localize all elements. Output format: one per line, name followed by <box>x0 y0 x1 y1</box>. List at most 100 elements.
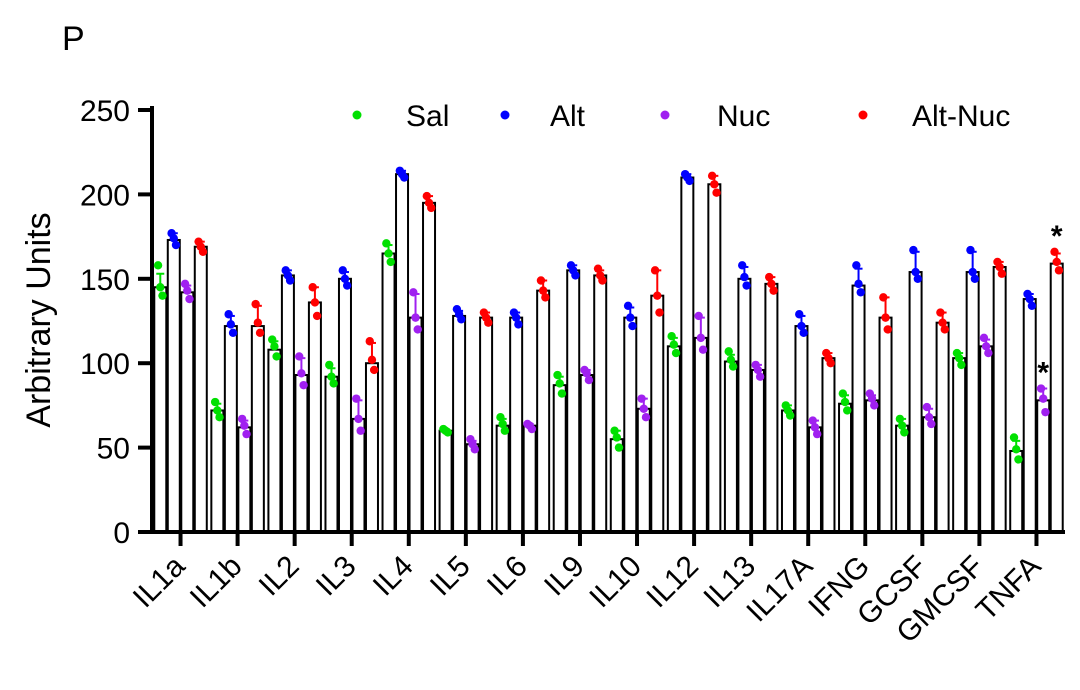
bar-alt-nuc-il10 <box>650 294 665 533</box>
data-point <box>511 313 521 322</box>
significance-marker: * <box>1037 357 1049 390</box>
bar-nuc-il5 <box>465 443 480 533</box>
data-point <box>365 337 374 346</box>
data-point <box>979 333 989 343</box>
data-point <box>911 267 920 277</box>
data-point <box>957 360 966 370</box>
data-point <box>500 426 510 435</box>
data-point <box>671 348 681 358</box>
data-point <box>997 269 1007 278</box>
x-tick-label: IL17A <box>740 550 819 629</box>
bar-nuc-tnfa <box>1036 399 1051 533</box>
data-point <box>443 428 452 437</box>
bar-sal-il10 <box>609 438 624 533</box>
data-point <box>183 286 192 295</box>
data-point <box>852 261 861 270</box>
bar-nuc-il3 <box>351 417 366 533</box>
data-point <box>354 414 363 424</box>
data-point <box>242 429 251 439</box>
data-point <box>312 311 322 321</box>
data-point <box>667 331 676 341</box>
data-point <box>856 288 865 297</box>
bar-sal-il5 <box>438 429 453 533</box>
data-point <box>610 426 619 435</box>
data-point <box>753 365 763 375</box>
data-point <box>325 360 334 370</box>
bar-alt-il5 <box>452 314 467 533</box>
data-point <box>171 240 181 250</box>
data-point <box>514 320 523 329</box>
data-point <box>728 362 738 371</box>
legend-marker-sal <box>352 110 362 120</box>
data-point <box>369 365 379 375</box>
x-tick-label: IL9 <box>538 550 591 603</box>
data-point <box>427 203 436 213</box>
legend-marker-alt <box>500 110 510 120</box>
bar-alt-nuc-il3 <box>364 362 379 534</box>
data-point <box>1039 394 1048 403</box>
data-point <box>352 394 361 403</box>
data-point <box>765 272 774 282</box>
data-point <box>557 389 567 398</box>
data-point <box>707 171 717 181</box>
data-point <box>1012 445 1021 454</box>
bar-alt-nuc-ifng <box>878 316 893 533</box>
data-point <box>457 315 466 324</box>
data-point <box>308 283 317 292</box>
bar-nuc-ifng <box>865 399 880 533</box>
data-point <box>712 188 721 197</box>
data-point <box>156 283 165 292</box>
y-axis: 0 50 100 150 200 250 <box>80 95 154 550</box>
data-point <box>228 328 238 338</box>
data-point <box>755 372 765 381</box>
data-point <box>251 299 260 309</box>
data-point <box>327 372 336 381</box>
data-point <box>909 245 918 255</box>
bar-alt-nuc-tnfa <box>1049 262 1064 533</box>
data-point <box>922 402 932 412</box>
y-tick-label: 100 <box>80 348 130 381</box>
data-point <box>897 421 907 430</box>
x-tick-label: IL4 <box>367 550 420 603</box>
data-point <box>984 348 993 358</box>
bar-nuc-il2 <box>294 374 309 533</box>
bar-nuc-gcsf <box>922 416 937 533</box>
data-point <box>555 379 564 388</box>
legend-marker-alt-nuc <box>858 110 868 120</box>
significance-marker: * <box>1051 220 1063 253</box>
data-point <box>470 445 479 454</box>
data-point <box>1027 301 1037 311</box>
data-point <box>484 318 493 327</box>
data-point <box>185 294 194 304</box>
y-tick-label: 250 <box>80 95 130 128</box>
x-tick-label: TNFA <box>970 550 1048 628</box>
x-tick-label: IL3 <box>310 550 363 603</box>
bar-alt-nuc-il9 <box>593 274 608 533</box>
bar-alt-il13 <box>737 277 752 533</box>
data-point <box>1036 384 1046 393</box>
bar-sal-il9 <box>552 384 567 534</box>
data-point <box>1054 266 1064 275</box>
bar-alt-nuc-il1b <box>250 325 265 533</box>
data-point <box>210 397 220 407</box>
y-tick-label: 50 <box>97 433 130 466</box>
data-point <box>582 369 591 378</box>
bar-alt-nuc-il1a <box>193 245 208 533</box>
data-point <box>966 245 975 255</box>
x-tick-label: IL10 <box>583 550 648 615</box>
data-point <box>571 271 580 280</box>
data-point <box>329 379 338 388</box>
data-point <box>1050 247 1059 256</box>
data-point <box>422 191 432 201</box>
bar-sal-ifng <box>838 402 853 533</box>
data-point <box>637 394 646 403</box>
bar-nuc-il17a <box>807 426 822 533</box>
data-point <box>413 325 422 334</box>
bar-nuc-il12 <box>693 336 708 533</box>
x-tick-label: IL1b <box>184 550 249 615</box>
data-point <box>867 394 877 403</box>
bar-sal-il1a <box>153 286 168 533</box>
data-point <box>272 352 281 361</box>
data-point <box>628 321 637 331</box>
